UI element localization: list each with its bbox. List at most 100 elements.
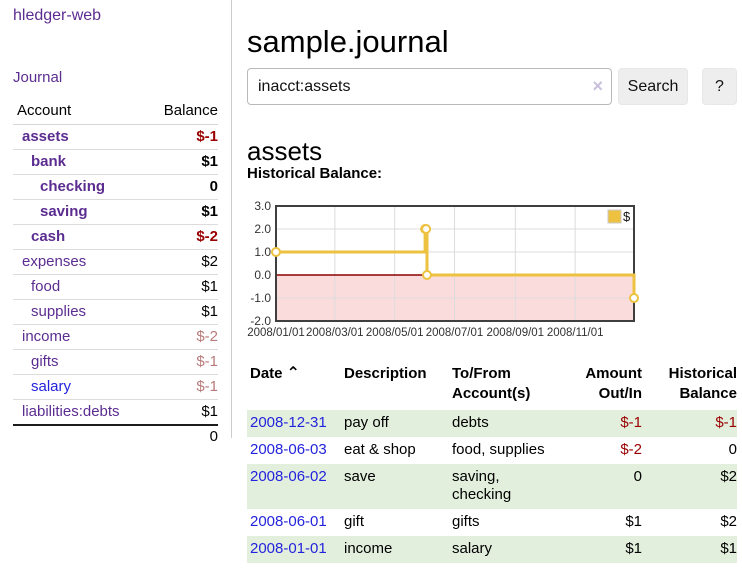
account-balance: $-1	[145, 349, 218, 375]
amount-cell: $-1	[567, 410, 647, 437]
account-balance: $1	[201, 403, 218, 420]
account-balance: $-1	[145, 124, 218, 150]
account-row-expenses: expenses $2	[13, 249, 218, 275]
balance-cell: $2	[647, 464, 737, 509]
description-cell: save	[344, 464, 452, 509]
help-button[interactable]: ?	[702, 68, 737, 105]
page-title: sample.journal	[247, 23, 449, 59]
chart-x-tick-label: 2008/01/01	[247, 327, 305, 339]
chart-x-tick-label: 2008/03/01	[306, 327, 364, 339]
account-link-income[interactable]: income	[22, 328, 71, 345]
accounts-column-header: To/From Account(s)	[452, 365, 531, 402]
accounts-table: Account Balance assets $-1 bank $1 check…	[13, 98, 218, 449]
search-form: × Search ?	[247, 68, 737, 105]
account-column-header: Account	[13, 98, 146, 125]
account-row-cash: cash $-2	[13, 224, 218, 250]
account-row-liabilities-debts: liabilities:debts $1	[13, 400, 218, 426]
account-balance: $1	[145, 199, 218, 225]
register-row: 2008-01-01 income salary $1 $1	[247, 536, 737, 563]
description-cell: income	[344, 536, 452, 563]
sidebar-item-journal[interactable]: Journal	[13, 69, 63, 86]
accounts-cell: food, supplies	[452, 441, 545, 458]
register-row: 2008-06-02 save saving, checking 0 $2	[247, 464, 737, 509]
description-cell: eat & shop	[344, 441, 416, 458]
chart-y-tick-label: 3.0	[254, 199, 271, 213]
chart-legend-label: $	[623, 209, 631, 224]
register-row: 2008-12-31 pay off debts $-1 $-1	[247, 410, 737, 437]
accounts-cell: salary	[452, 536, 567, 563]
chart-y-tick-label: 1.0	[254, 245, 271, 259]
account-link-expenses[interactable]: expenses	[22, 253, 87, 270]
chart-y-tick-label: -1.0	[250, 291, 271, 305]
account-link-supplies[interactable]: supplies	[31, 303, 87, 320]
balance-cell: $1	[647, 536, 737, 563]
date-link[interactable]: 2008-12-31	[250, 414, 327, 431]
account-link-gifts[interactable]: gifts	[31, 353, 59, 370]
chart-legend-swatch	[607, 209, 622, 224]
description-column-header: Description	[344, 365, 427, 382]
chart-data-marker	[422, 270, 432, 280]
chart-title: Historical Balance:	[247, 165, 383, 182]
accounts-total-row: 0	[13, 424, 218, 449]
search-input-wrap: ×	[247, 68, 612, 105]
search-button[interactable]: Search	[618, 68, 688, 105]
amount-cell: $1	[567, 536, 647, 563]
description-cell: pay off	[344, 410, 452, 437]
account-row-checking: checking 0	[13, 174, 218, 200]
chart-y-tick-label: 2.0	[254, 222, 271, 236]
accounts-cell: debts	[452, 410, 567, 437]
chart-x-tick-label: 2008/05/01	[366, 327, 424, 339]
account-balance: $1	[145, 299, 218, 325]
date-link[interactable]: 2008-06-03	[250, 441, 327, 458]
chart-border	[275, 205, 635, 322]
search-input[interactable]	[247, 68, 612, 105]
accounts-header-row: Account Balance	[13, 98, 218, 125]
description-cell: gift	[344, 513, 365, 530]
chart-y-tick-label: 0.0	[254, 268, 271, 282]
account-link-checking[interactable]: checking	[40, 178, 106, 195]
account-balance: $-1	[145, 374, 218, 400]
clear-search-icon[interactable]: ×	[592, 76, 603, 96]
account-balance: $-2	[145, 324, 218, 350]
balance-cell: 0	[728, 441, 737, 458]
account-row-gifts: gifts $-1	[13, 349, 218, 375]
account-row-bank: bank $1	[13, 149, 218, 175]
amount-cell: $-2	[620, 441, 642, 458]
accounts-total-value: 0	[145, 424, 218, 449]
account-heading: assets	[247, 135, 323, 166]
account-link-cash[interactable]: cash	[31, 228, 66, 245]
chart-data-marker	[629, 293, 639, 303]
chart-x-tick-label: 2008/09/01	[487, 327, 545, 339]
account-balance: $1	[145, 274, 218, 300]
accounts-cell: saving, checking	[452, 464, 567, 509]
account-balance: $-2	[145, 224, 218, 250]
account-link-bank[interactable]: bank	[31, 153, 67, 170]
balance-cell: $-1	[647, 410, 737, 437]
amount-column-header: Amount Out/In	[585, 365, 642, 402]
account-row-supplies: supplies $1	[13, 299, 218, 325]
chart-x-tick-label: 2008/07/01	[426, 327, 484, 339]
amount-cell: $1	[625, 513, 642, 530]
register-header-row: Date ⌃ Description To/From Account(s) Amo…	[247, 361, 737, 410]
account-row-salary: salary $-1	[13, 374, 218, 400]
sort-asc-icon: ⌃	[286, 365, 300, 382]
account-balance: 0	[145, 174, 218, 200]
brand-link[interactable]: hledger-web	[13, 7, 102, 24]
date-link[interactable]: 2008-01-01	[250, 540, 327, 557]
account-link-assets[interactable]: assets	[22, 128, 69, 145]
chart-x-tick-label: 2008/11/01	[547, 327, 604, 339]
balance-column-header: Balance	[145, 98, 218, 125]
account-link-salary[interactable]: salary	[31, 378, 72, 395]
date-link[interactable]: 2008-06-01	[250, 513, 327, 530]
balance-column-header: Historical Balance	[668, 365, 737, 402]
chart-data-marker	[421, 224, 432, 234]
register-table: Date ⌃ Description To/From Account(s) Amo…	[247, 361, 737, 563]
account-link-food[interactable]: food	[31, 278, 61, 295]
account-link-saving[interactable]: saving	[40, 203, 88, 220]
date-link[interactable]: 2008-06-02	[250, 468, 327, 485]
chart-y-tick-label: -2.0	[250, 314, 271, 328]
register-row: 2008-06-03 eat & shop food, supplies $-2…	[247, 437, 737, 464]
account-link-liabilities-debts[interactable]: liabilities:debts	[22, 403, 120, 420]
sidebar: hledger-web Journal Account Balance asse…	[0, 0, 232, 449]
